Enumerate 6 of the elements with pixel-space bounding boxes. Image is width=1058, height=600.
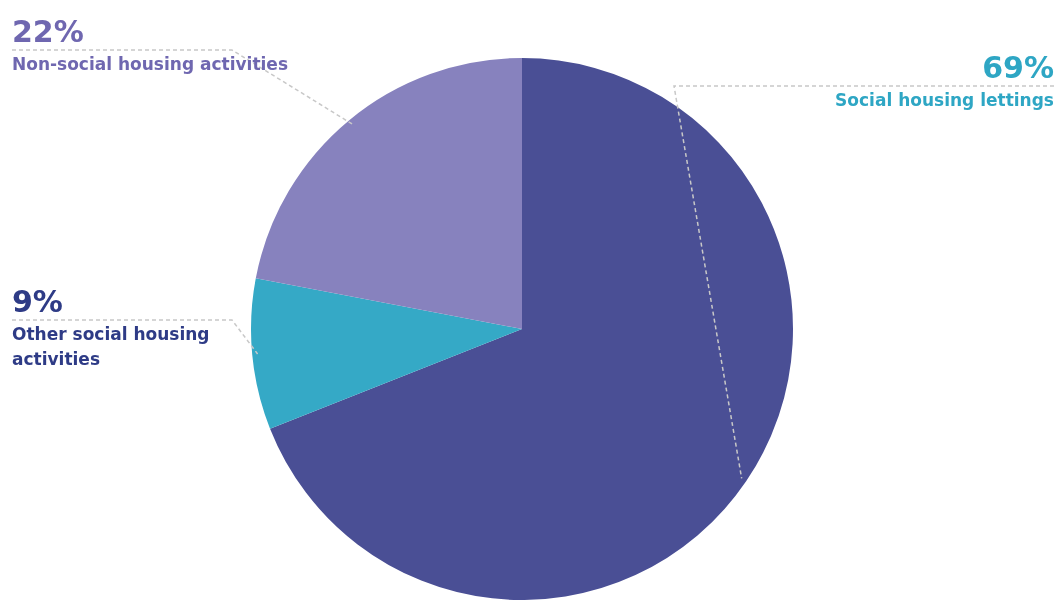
- slice-label: Social housing lettings: [835, 90, 1054, 110]
- data-label: 69%: [982, 50, 1054, 85]
- data-label: 9%: [12, 284, 63, 319]
- slice-label: Other social housing activities: [12, 324, 210, 369]
- data-label: 22%: [12, 14, 84, 49]
- slice-label: Non-social housing activities: [12, 54, 289, 74]
